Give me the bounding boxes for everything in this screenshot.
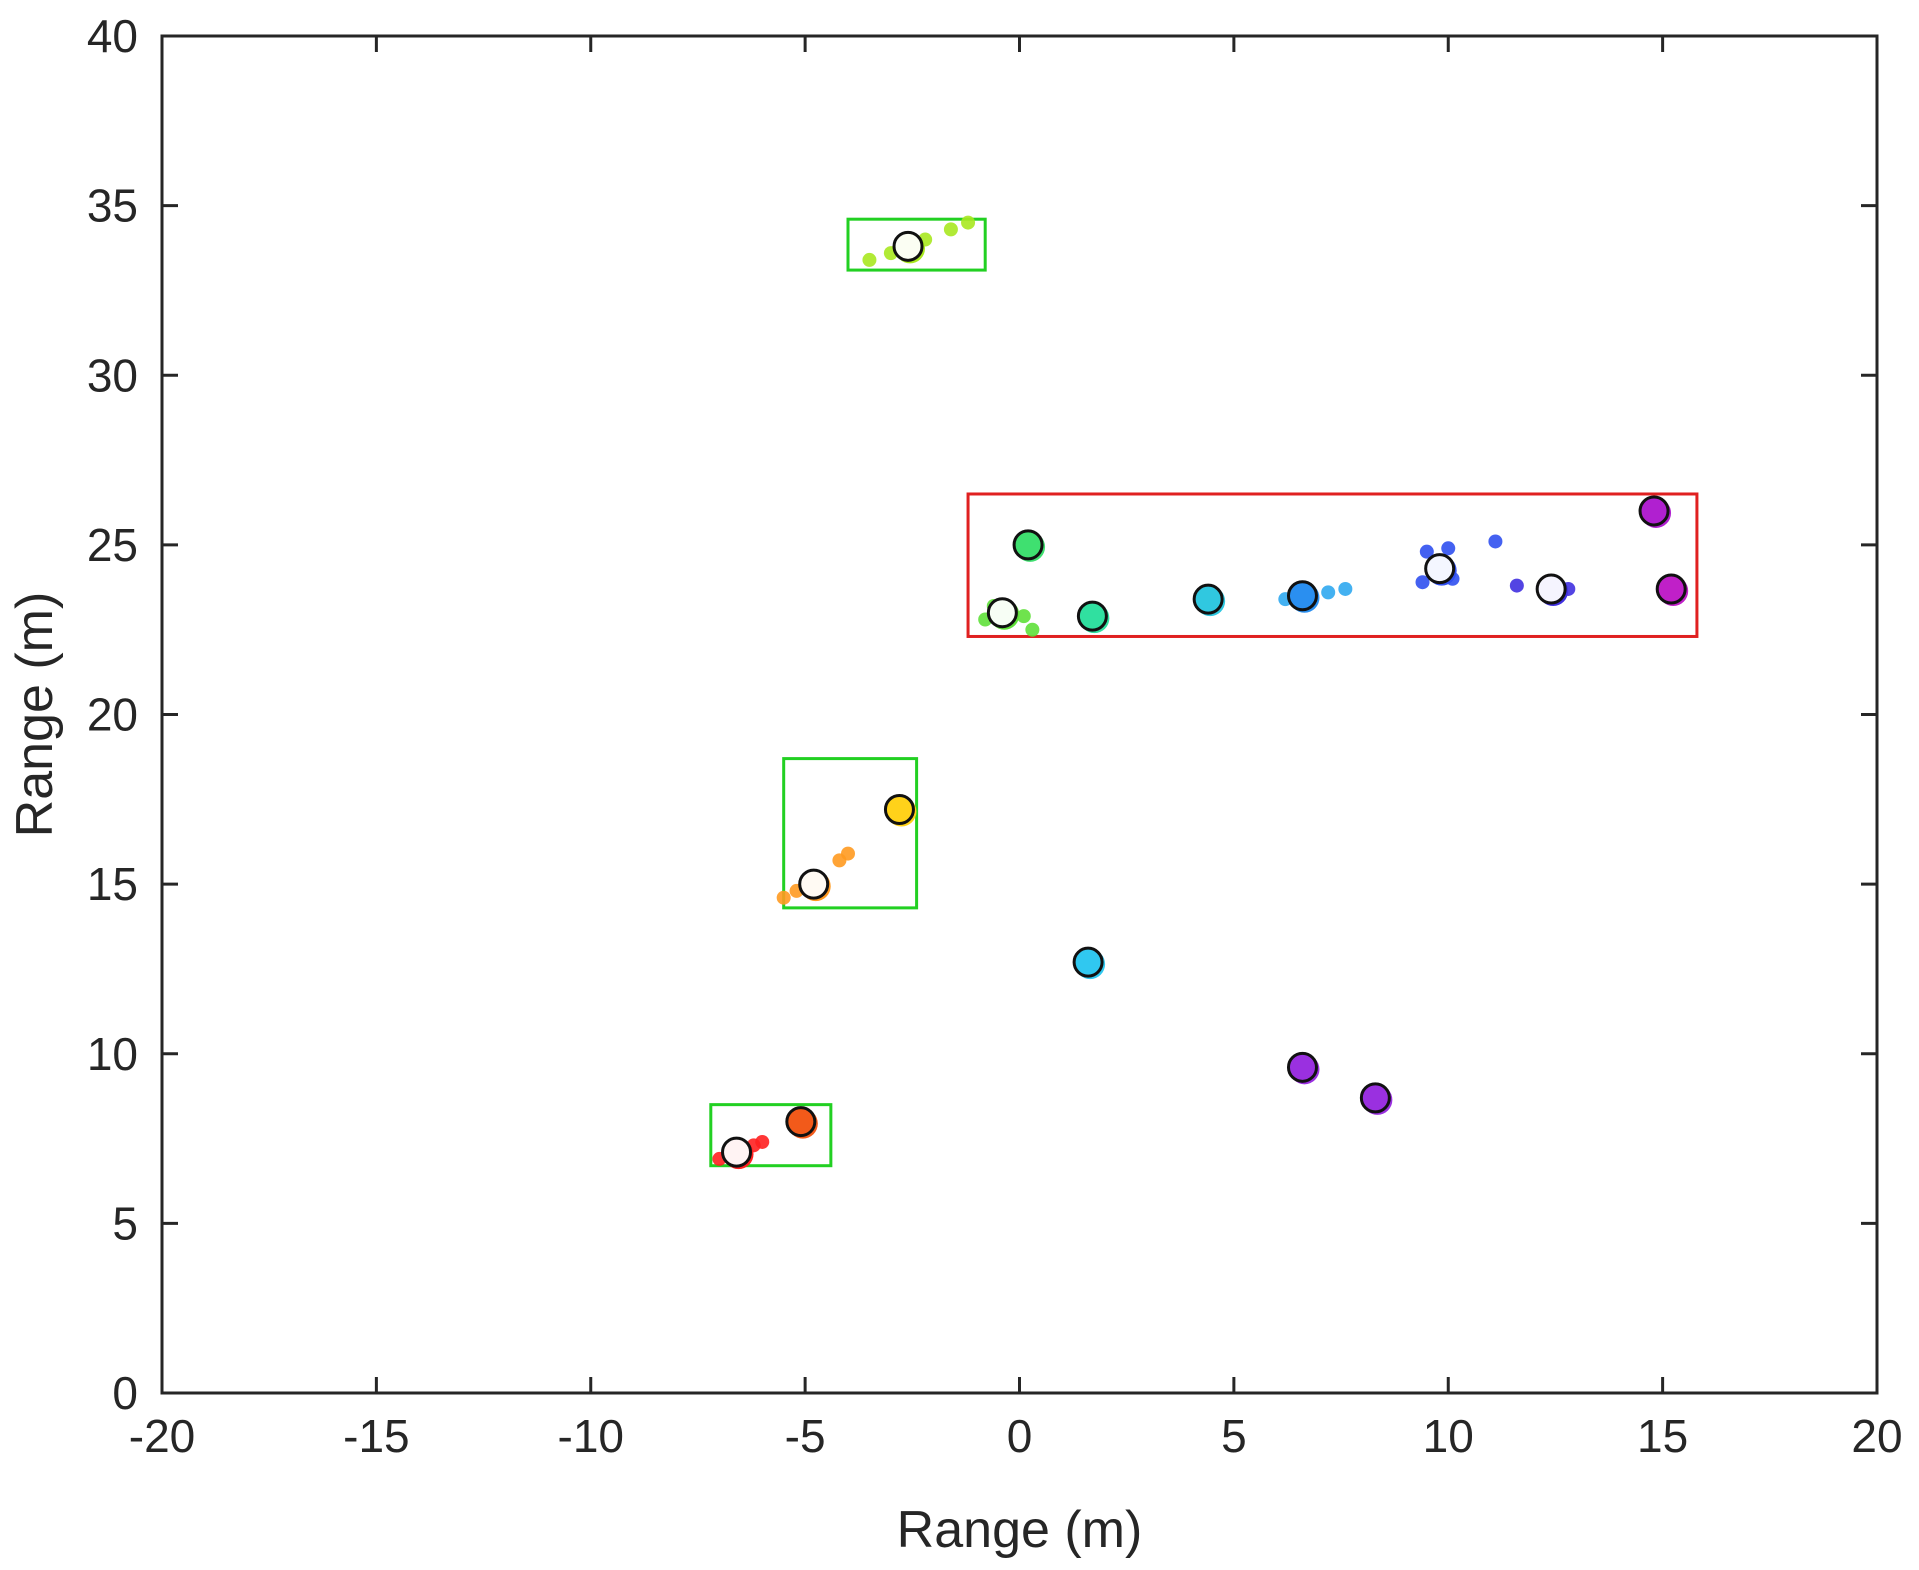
cluster-13-marker bbox=[1535, 573, 1567, 605]
cluster-14 bbox=[1286, 1051, 1320, 1085]
x-tick-label-2: -15 bbox=[343, 1410, 409, 1462]
y-tick-label-1: 0 bbox=[112, 1367, 138, 1419]
cluster-9-marker bbox=[1072, 946, 1104, 978]
scatter-point-20 bbox=[1419, 544, 1434, 559]
cluster-15 bbox=[1359, 1082, 1393, 1115]
scatter-point-3 bbox=[755, 1134, 770, 1149]
cluster-12 bbox=[1424, 553, 1457, 586]
cluster-7 bbox=[1012, 529, 1046, 562]
scatter-point-21 bbox=[1441, 541, 1456, 556]
scatter-point-25 bbox=[1509, 578, 1524, 593]
x-tick-label-8: 15 bbox=[1637, 1410, 1688, 1462]
cluster-11-marker bbox=[1286, 580, 1318, 612]
cluster-6 bbox=[986, 597, 1020, 630]
cluster-6-marker bbox=[986, 597, 1018, 629]
x-tick-label-6: 5 bbox=[1221, 1410, 1247, 1462]
scatter-point-24 bbox=[1488, 534, 1503, 549]
x-tick-label-4: -5 bbox=[785, 1410, 826, 1462]
x-axis-title: Range (m) bbox=[897, 1501, 1143, 1559]
cluster-3-marker bbox=[798, 868, 830, 900]
scatter-point-18 bbox=[1321, 585, 1336, 600]
clusters-layer bbox=[721, 230, 1689, 1170]
x-tick-label-9: 20 bbox=[1851, 1410, 1902, 1462]
cluster-16 bbox=[1638, 495, 1672, 528]
box-large-24 bbox=[966, 492, 1699, 638]
scatter-point-8 bbox=[862, 252, 877, 267]
cluster-13 bbox=[1535, 573, 1569, 606]
cluster-5 bbox=[892, 230, 926, 264]
cluster-1 bbox=[721, 1136, 754, 1170]
scatter-point-16 bbox=[1025, 622, 1040, 637]
scatter-point-19 bbox=[1338, 581, 1353, 596]
cluster-8 bbox=[1076, 600, 1110, 634]
cluster-11 bbox=[1286, 580, 1320, 613]
cluster-1-marker bbox=[721, 1136, 753, 1168]
boxes-layer bbox=[709, 217, 1699, 1168]
x-tick-label-7: 10 bbox=[1423, 1410, 1474, 1462]
x-tick-label-1: -20 bbox=[129, 1410, 195, 1462]
y-tick-label-4: 15 bbox=[87, 858, 138, 910]
x-tick-label-3: -10 bbox=[558, 1410, 624, 1462]
cluster-9 bbox=[1072, 946, 1106, 980]
y-tick-label-9: 40 bbox=[87, 10, 138, 62]
box-near-7 bbox=[709, 1103, 833, 1168]
x-tick-label-5: 0 bbox=[1007, 1410, 1033, 1462]
cluster-7-marker bbox=[1012, 529, 1044, 561]
scatter-point-11 bbox=[943, 222, 958, 237]
cluster-10 bbox=[1192, 583, 1226, 617]
cluster-14-marker bbox=[1286, 1051, 1318, 1083]
cluster-4-marker bbox=[883, 793, 915, 825]
ticks-layer bbox=[160, 34, 1879, 1395]
cluster-4 bbox=[883, 793, 917, 827]
box-near-34 bbox=[846, 217, 987, 272]
cluster-10-marker bbox=[1192, 583, 1224, 615]
y-tick-label-8: 35 bbox=[87, 180, 138, 232]
cluster-17 bbox=[1655, 573, 1689, 606]
cluster-2-marker bbox=[785, 1106, 817, 1138]
scatter-point-15 bbox=[1016, 609, 1031, 624]
scatter-point-12 bbox=[961, 215, 976, 230]
y-tick-label-5: 20 bbox=[87, 689, 138, 741]
cluster-15-marker bbox=[1359, 1082, 1391, 1114]
y-axis-title: Range (m) bbox=[6, 592, 64, 838]
box-near-16 bbox=[782, 757, 919, 910]
plot-area bbox=[162, 36, 1877, 1393]
y-tick-label-2: 5 bbox=[112, 1197, 138, 1249]
cluster-17-marker bbox=[1655, 573, 1687, 605]
y-tick-label-6: 25 bbox=[87, 519, 138, 571]
scatter-point-7 bbox=[841, 846, 855, 861]
y-tick-label-7: 30 bbox=[87, 349, 138, 401]
cluster-8-marker bbox=[1076, 600, 1108, 632]
cluster-2 bbox=[785, 1106, 818, 1139]
scatter-point-4 bbox=[776, 890, 791, 905]
cluster-12-marker bbox=[1424, 553, 1456, 585]
y-tick-label-3: 10 bbox=[87, 1028, 138, 1080]
cluster-16-marker bbox=[1638, 495, 1670, 527]
scatter-point-22 bbox=[1415, 575, 1430, 590]
cluster-3 bbox=[798, 868, 831, 902]
tick-labels-layer: -20 -15 -10 -5 0 5 10 15 20 0 5 10 15 20 25 30 35 40 bbox=[87, 10, 1903, 1462]
cluster-5-marker bbox=[892, 230, 924, 262]
